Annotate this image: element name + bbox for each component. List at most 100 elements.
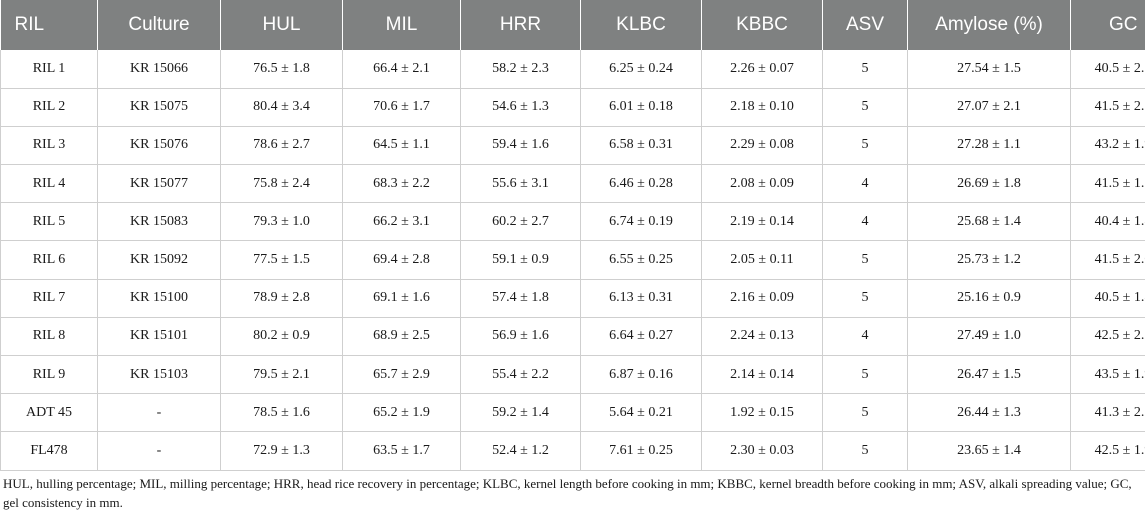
- table-cell: 78.5 ± 1.6: [220, 393, 343, 433]
- table-cell: 66.2 ± 3.1: [342, 202, 461, 242]
- table-cell: 65.2 ± 1.9: [342, 393, 461, 433]
- table-cell: 65.7 ± 2.9: [342, 354, 461, 395]
- table-cell: 41.5 ± 1.5: [1070, 164, 1145, 204]
- table-row: RIL 9 KR 15103 79.5 ± 2.1 65.7 ± 2.9 55.4 ± …: [0, 354, 1145, 395]
- header-row: RIL Culture HUL MIL HRR KLBC KBBC ASV Amylose (%…: [0, 0, 1145, 50]
- table-cell: 2.16 ± 0.09: [701, 278, 823, 318]
- table-cell: 68.3 ± 2.2: [342, 164, 461, 204]
- table-cell: 75.8 ± 2.4: [220, 164, 343, 204]
- table-cell: 41.3 ± 2.2: [1070, 393, 1145, 433]
- table-cell: 42.5 ± 2.2: [1070, 316, 1145, 357]
- table-row: RIL 3 KR 15076 78.6 ± 2.7 64.5 ± 1.1 59.4 ± …: [0, 125, 1145, 166]
- table-cell: RIL 6: [0, 240, 98, 280]
- table-cell: KR 15066: [97, 50, 221, 89]
- table-cell: 2.29 ± 0.08: [701, 125, 823, 166]
- table-row: RIL 6 KR 15092 77.5 ± 1.5 69.4 ± 2.8 59.1 ± …: [0, 240, 1145, 280]
- table-cell: 77.5 ± 1.5: [220, 240, 343, 280]
- table-cell: KR 15103: [97, 354, 221, 395]
- column-header: ASV: [822, 0, 908, 50]
- column-header: MIL: [342, 0, 461, 50]
- table-cell: 78.6 ± 2.7: [220, 125, 343, 166]
- column-header: HUL: [220, 0, 343, 50]
- table-cell: 23.65 ± 1.4: [907, 431, 1071, 471]
- table-cell: KR 15092: [97, 240, 221, 280]
- table-cell: RIL 7: [0, 278, 98, 318]
- table-row: RIL 7 KR 15100 78.9 ± 2.8 69.1 ± 1.6 57.4 ± …: [0, 278, 1145, 318]
- table-cell: -: [97, 431, 221, 471]
- table-cell: KR 15077: [97, 164, 221, 204]
- table-cell: KR 15100: [97, 278, 221, 318]
- table-cell: 40.5 ± 2.5: [1070, 50, 1145, 89]
- column-header: HRR: [460, 0, 581, 50]
- table-cell: 59.4 ± 1.6: [460, 125, 581, 166]
- table-cell: 78.9 ± 2.8: [220, 278, 343, 318]
- table-cell: 59.2 ± 1.4: [460, 393, 581, 433]
- table-cell: 25.16 ± 0.9: [907, 278, 1071, 318]
- table-row: ADT 45-78.5 ± 1.6 65.2 ± 1.9 59.2 ± 1.4 5.6…: [0, 393, 1145, 433]
- table-cell: 42.5 ± 1.9: [1070, 431, 1145, 471]
- column-header: Amylose (%): [907, 0, 1071, 50]
- table-cell: 5: [822, 393, 908, 433]
- table-cell: 6.58 ± 0.31: [580, 125, 702, 166]
- table-cell: 80.4 ± 3.4: [220, 87, 343, 127]
- table-cell: RIL 4: [0, 164, 98, 204]
- table-cell: 76.5 ± 1.8: [220, 50, 343, 89]
- table-cell: 27.54 ± 1.5: [907, 50, 1071, 89]
- table-cell: 6.74 ± 0.19: [580, 202, 702, 242]
- table-cell: 5: [822, 50, 908, 89]
- table-cell: 2.14 ± 0.14: [701, 354, 823, 395]
- table-cell: FL478: [0, 431, 98, 471]
- table-cell: 2.18 ± 0.10: [701, 87, 823, 127]
- table-cell: 6.64 ± 0.27: [580, 316, 702, 357]
- table-cell: 26.47 ± 1.5: [907, 354, 1071, 395]
- table-cell: 64.5 ± 1.1: [342, 125, 461, 166]
- data-table-container: RIL Culture HUL MIL HRR KLBC KBBC ASV Amylose (%…: [0, 0, 1145, 471]
- table-cell: RIL 1: [0, 50, 98, 89]
- table-cell: 72.9 ± 1.3: [220, 431, 343, 471]
- table-cell: 2.30 ± 0.03: [701, 431, 823, 471]
- table-row: RIL 1 KR 15066 76.5 ± 1.8 66.4 ± 2.1 58.2 ± …: [0, 50, 1145, 89]
- table-cell: 25.68 ± 1.4: [907, 202, 1071, 242]
- table-cell: 79.3 ± 1.0: [220, 202, 343, 242]
- table-cell: KR 15076: [97, 125, 221, 166]
- table-cell: 2.24 ± 0.13: [701, 316, 823, 357]
- table-cell: 63.5 ± 1.7: [342, 431, 461, 471]
- table-cell: 43.2 ± 1.9: [1070, 125, 1145, 166]
- column-header: Culture: [97, 0, 221, 50]
- table-cell: 25.73 ± 1.2: [907, 240, 1071, 280]
- table-body: RIL 1 KR 15066 76.5 ± 1.8 66.4 ± 2.1 58.2 ± …: [0, 50, 1145, 471]
- table-footnote: HUL, hulling percentage; MIL, milling pe…: [3, 476, 1132, 510]
- table-cell: KR 15101: [97, 316, 221, 357]
- table-cell: 6.87 ± 0.16: [580, 354, 702, 395]
- table-cell: 54.6 ± 1.3: [460, 87, 581, 127]
- table-cell: RIL 3: [0, 125, 98, 166]
- table-cell: 5: [822, 278, 908, 318]
- table-cell: 43.5 ± 1.9: [1070, 354, 1145, 395]
- table-cell: 40.5 ± 1.8: [1070, 278, 1145, 318]
- table-cell: RIL 9: [0, 354, 98, 395]
- table-cell: 7.61 ± 0.25: [580, 431, 702, 471]
- table-cell: 52.4 ± 1.2: [460, 431, 581, 471]
- table-cell: KR 15083: [97, 202, 221, 242]
- table-cell: 66.4 ± 2.1: [342, 50, 461, 89]
- table-cell: RIL 8: [0, 316, 98, 357]
- table-cell: RIL 2: [0, 87, 98, 127]
- table-cell: 58.2 ± 2.3: [460, 50, 581, 89]
- table-cell: 56.9 ± 1.6: [460, 316, 581, 357]
- table-cell: KR 15075: [97, 87, 221, 127]
- table-cell: 5: [822, 125, 908, 166]
- table-row: FL478-72.9 ± 1.3 63.5 ± 1.7 52.4 ± 1.2 7.61…: [0, 431, 1145, 471]
- table-cell: 55.6 ± 3.1: [460, 164, 581, 204]
- table-cell: 60.2 ± 2.7: [460, 202, 581, 242]
- table-cell: 27.07 ± 2.1: [907, 87, 1071, 127]
- table-cell: 5: [822, 354, 908, 395]
- table-cell: 68.9 ± 2.5: [342, 316, 461, 357]
- table-row: RIL 8 KR 15101 80.2 ± 0.9 68.9 ± 2.5 56.9 ± …: [0, 316, 1145, 357]
- table-cell: 59.1 ± 0.9: [460, 240, 581, 280]
- table-cell: 41.5 ± 2.1: [1070, 87, 1145, 127]
- table-cell: 57.4 ± 1.8: [460, 278, 581, 318]
- table-cell: RIL 5: [0, 202, 98, 242]
- table-cell: 6.13 ± 0.31: [580, 278, 702, 318]
- table-row: RIL 5 KR 15083 79.3 ± 1.0 66.2 ± 3.1 60.2 ± …: [0, 202, 1145, 242]
- table-cell: 69.4 ± 2.8: [342, 240, 461, 280]
